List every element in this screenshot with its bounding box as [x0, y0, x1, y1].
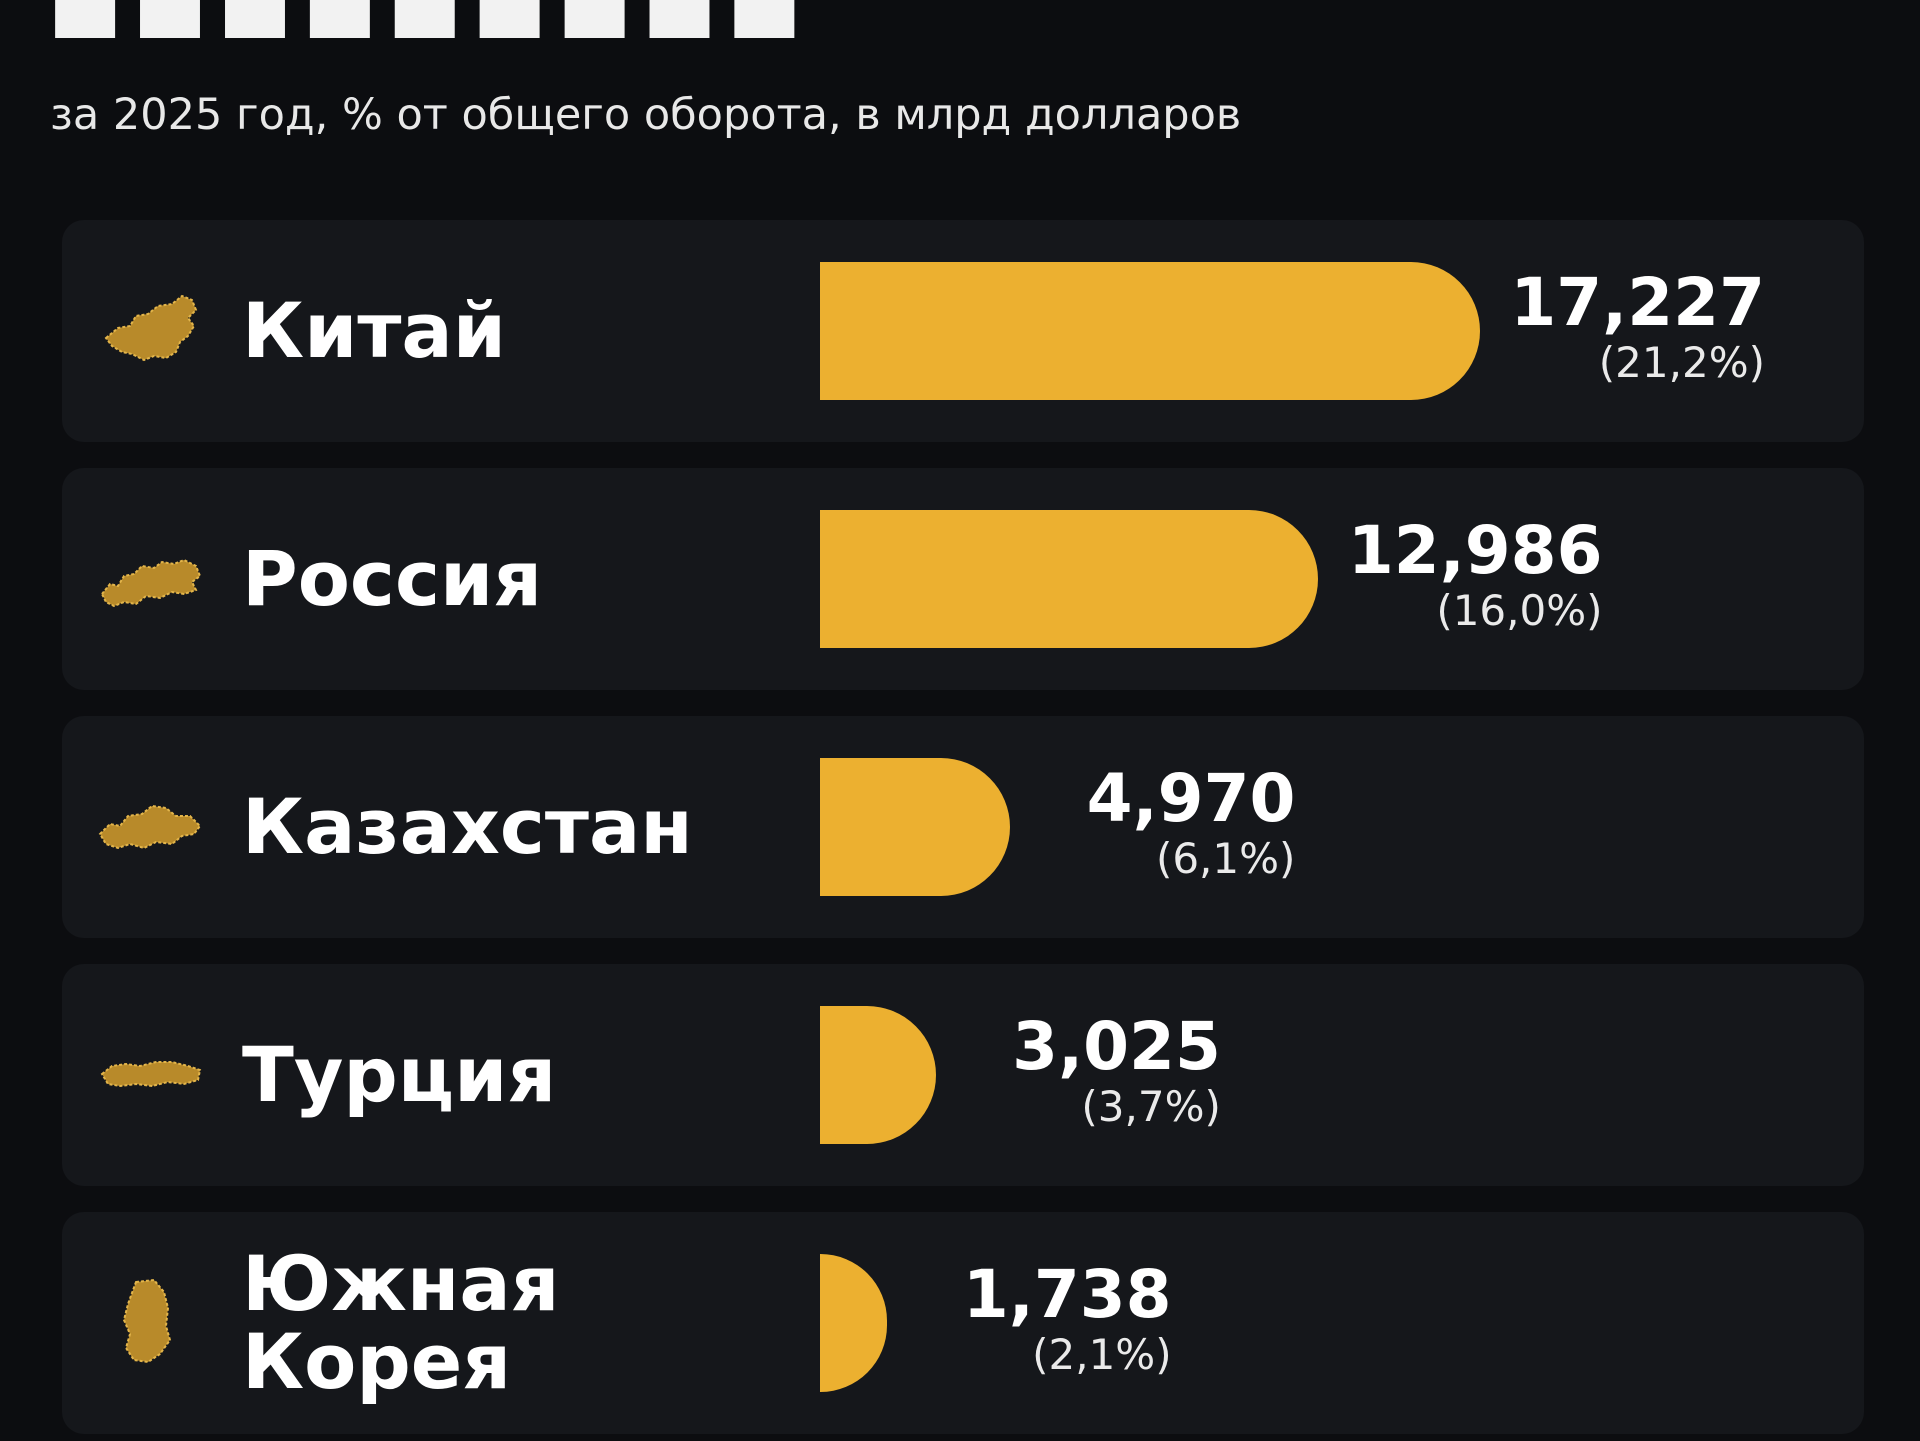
page-title-cropped: ▆ ▅ ▆ ▆ ▅ ▆ ▅ ▆ ▅	[56, 0, 794, 37]
data-label-share: (16,0%)	[1436, 586, 1603, 635]
kazakhstan-map-icon	[98, 804, 202, 850]
turkey-map-icon	[100, 1061, 202, 1088]
data-label-group: 1,738 (2,1%)	[963, 1260, 1172, 1380]
russia-map-icon	[100, 558, 202, 608]
chart-subtitle: за 2025 год, % от общего оборота, в млрд…	[50, 90, 1242, 140]
country-label-line: Турция	[242, 1030, 557, 1119]
data-label-share: (6,1%)	[1155, 834, 1296, 883]
tick-label: Китай	[242, 292, 802, 370]
chart-row: Турция 3,025 (3,7%)	[62, 964, 1864, 1186]
bar	[820, 1006, 936, 1144]
chart-rows: Китай 17,227 (21,2%) Россия 12,986 (16,0%) Каз…	[62, 220, 1864, 1434]
chart-row: Китай 17,227 (21,2%)	[62, 220, 1864, 442]
chart-row: Россия 12,986 (16,0%)	[62, 468, 1864, 690]
bar	[820, 510, 1318, 648]
tick-label: Казахстан	[242, 788, 802, 866]
tick-label: Южная Корея	[242, 1245, 802, 1401]
data-label-share: (2,1%)	[1032, 1330, 1172, 1379]
data-label-share: (3,7%)	[1081, 1082, 1221, 1131]
data-label-value: 12,986	[1347, 512, 1603, 589]
bar	[820, 262, 1480, 400]
country-label-line: Китай	[242, 286, 506, 375]
data-label-group: 12,986 (16,0%)	[1348, 516, 1603, 636]
country-label-line: Южная	[242, 1239, 560, 1328]
data-label-group: 17,227 (21,2%)	[1510, 268, 1765, 388]
country-label-line: Казахстан	[242, 782, 693, 871]
country-label-line: Корея	[242, 1317, 512, 1406]
data-label-value: 17,227	[1510, 264, 1765, 341]
data-label-group: 3,025 (3,7%)	[1012, 1012, 1221, 1132]
data-label-share: (21,2%)	[1598, 338, 1765, 387]
tick-label: Турция	[242, 1036, 802, 1114]
china-map-icon	[104, 294, 198, 362]
data-label-value: 1,738	[962, 1256, 1172, 1333]
data-label-group: 4,970 (6,1%)	[1087, 764, 1296, 884]
data-label-value: 3,025	[1012, 1008, 1221, 1085]
country-label-line: Россия	[242, 534, 543, 623]
tick-label: Россия	[242, 540, 802, 618]
chart-row: Южная Корея 1,738 (2,1%)	[62, 1212, 1864, 1434]
south-korea-map-icon	[122, 1278, 172, 1364]
bar	[820, 1254, 887, 1392]
data-label-value: 4,970	[1086, 760, 1296, 837]
bar	[820, 758, 1011, 896]
chart-row: Казахстан 4,970 (6,1%)	[62, 716, 1864, 938]
